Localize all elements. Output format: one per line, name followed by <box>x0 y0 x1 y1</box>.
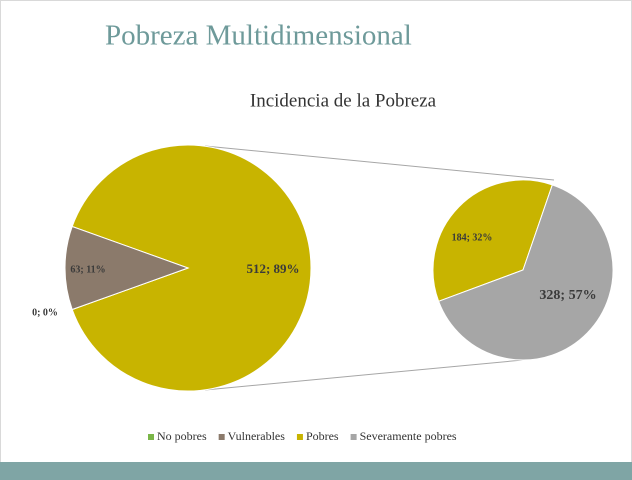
legend-label: Vulnerables <box>228 429 286 443</box>
legend-label: Pobres <box>306 429 339 443</box>
data-label: 63; 11% <box>70 264 105 275</box>
legend-marker <box>350 434 357 440</box>
pie-slice <box>432 179 553 302</box>
chart-title: Incidencia de la Pobreza <box>250 90 437 111</box>
data-label: 0; 0% <box>32 307 58 318</box>
legend-marker <box>296 434 303 440</box>
data-label: 328; 57% <box>539 288 596 303</box>
connector-line <box>204 359 524 391</box>
footer-band <box>0 462 632 480</box>
data-label: 512; 89% <box>246 261 299 276</box>
pie-slice <box>64 225 190 311</box>
legend-label: Severamente pobres <box>360 429 457 443</box>
legend-label: No pobres <box>157 429 207 443</box>
data-label: 184; 32% <box>452 232 493 243</box>
pie-slice <box>437 184 614 361</box>
legend-marker <box>148 434 154 440</box>
pie-slice <box>71 144 312 392</box>
slide-title: Pobreza Multidimensional <box>105 20 412 52</box>
legend-marker <box>218 434 225 440</box>
connector-line <box>204 145 555 181</box>
